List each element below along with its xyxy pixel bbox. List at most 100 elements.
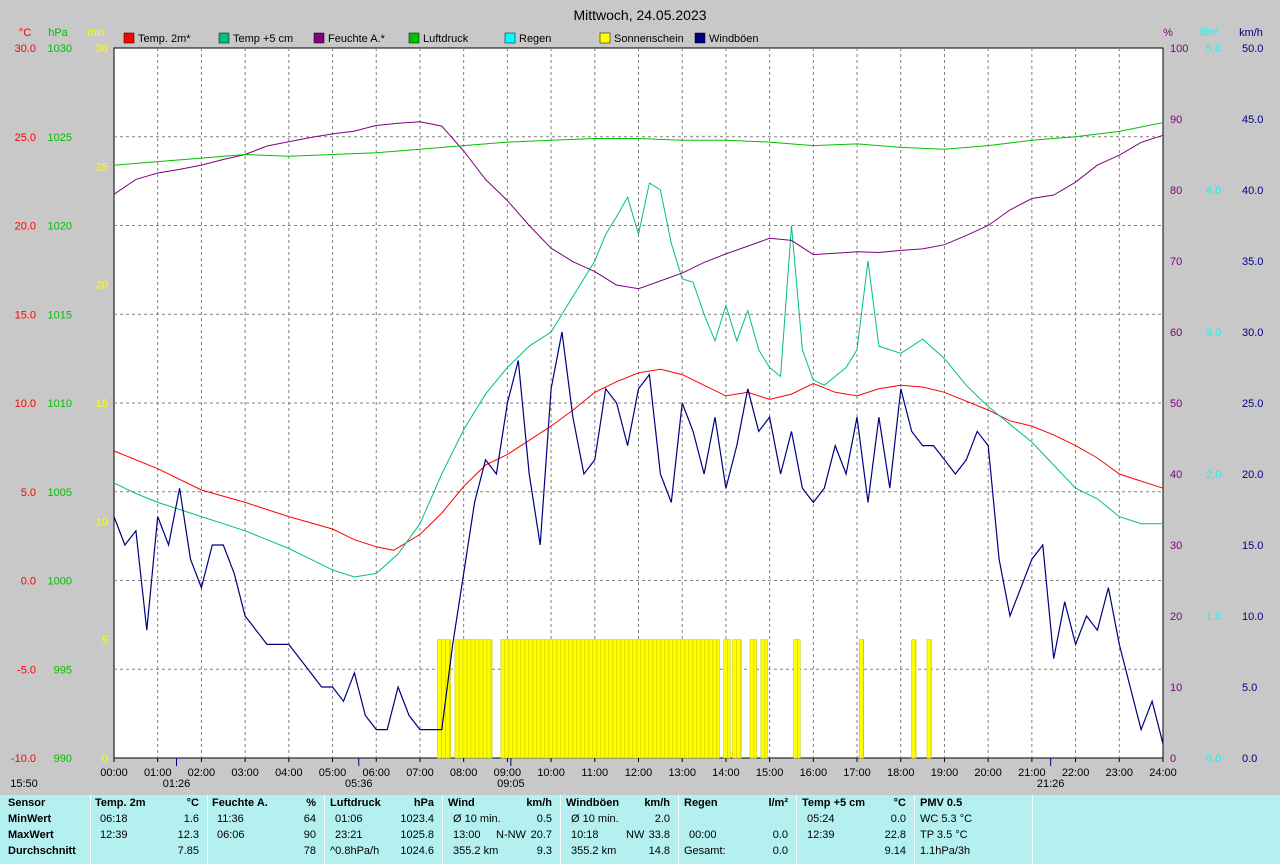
sunshine-axis-tick: 0 (102, 753, 108, 765)
cell-label: Ø 10 min. (571, 813, 619, 825)
cell-value: 33.8 (648, 829, 670, 841)
cell-value: 12.3 (177, 829, 199, 841)
x-tick-label: 00:00 (100, 767, 128, 779)
x-tick-label: 21:00 (1018, 767, 1046, 779)
cell-time: 06:06 (217, 829, 245, 841)
series-line-luftdruck (113, 122, 1164, 166)
wind-axis-tick: 35.0 (1242, 256, 1263, 268)
legend-swatch (218, 32, 230, 44)
rain-axis-tick: 3.0 (1206, 327, 1221, 339)
x-tick-label: 19:00 (931, 767, 959, 779)
humidity-axis-tick: 0 (1170, 753, 1176, 765)
x-tick-label: 01:00 (144, 767, 172, 779)
col-unit: hPa (413, 797, 434, 809)
col-separator (442, 795, 443, 864)
temp-axis-tick: 15.0 (15, 309, 36, 321)
x-tick-label: 17:00 (843, 767, 871, 779)
sunshine-axis-tick: 30 (96, 43, 108, 55)
wind-axis-tick: 45.0 (1242, 114, 1263, 126)
col-title: PMV 0.5 (920, 797, 963, 809)
series-line-temp-5-cm (113, 182, 1163, 578)
x-tick-label: 03:00 (231, 767, 259, 779)
cell-tp: TP 3.5 °C (920, 829, 968, 841)
cell-direction: N-NW (496, 829, 526, 841)
sunshine-axis-tick: 20 (96, 280, 108, 292)
temp-axis-tick: 20.0 (15, 221, 36, 233)
x-tick-label: 15:00 (756, 767, 784, 779)
legend-label: Temp. 2m* (138, 33, 191, 45)
rain-axis-tick: 5.0 (1206, 43, 1221, 55)
cell-wc: WC 5.3 °C (920, 813, 973, 825)
cell-value: 9.3 (536, 845, 552, 857)
col-windboeen: Windböen km/h Ø 10 min. 2.0 10:18 NW 33.… (566, 797, 676, 863)
cell-value: 1024.6 (400, 845, 434, 857)
cell-direction: NW (626, 829, 645, 841)
marker-label: 01:26 (163, 778, 191, 790)
col-separator (90, 795, 91, 864)
legend-label: Sonnenschein (614, 33, 684, 45)
pressure-axis-tick: 1025 (48, 132, 72, 144)
temp-axis-tick: -5.0 (17, 664, 36, 676)
humidity-axis-tick: 20 (1170, 611, 1182, 623)
wind-axis-tick: 10.0 (1242, 611, 1263, 623)
x-tick-label: 23:00 (1106, 767, 1134, 779)
col-unit: km/h (644, 797, 670, 809)
humidity-axis-tick: 50 (1170, 398, 1182, 410)
col-title: Temp. 2m (95, 797, 146, 809)
col-unit: °C (186, 797, 199, 809)
weather-chart: 30.025.020.015.010.05.00.0-5.0-10.010301… (10, 7, 1264, 790)
wind-axis-tick: 0.0 (1242, 753, 1257, 765)
cell-value: 14.8 (648, 845, 670, 857)
col-separator (796, 795, 797, 864)
x-tick-label: 11:00 (581, 767, 608, 779)
wind-axis-tick: 40.0 (1242, 185, 1263, 197)
pressure-axis-tick: 1010 (48, 398, 72, 410)
sunshine-axis-tick: 15 (96, 398, 108, 410)
x-tick-label: 07:00 (406, 767, 434, 779)
row-label-max: MaxWert (8, 829, 54, 841)
col-title: Wind (448, 797, 475, 809)
x-tick-label: 22:00 (1062, 767, 1090, 779)
legend-swatch (123, 32, 135, 44)
legend-label: Feuchte A.* (328, 33, 386, 45)
col-separator (1032, 795, 1033, 864)
pressure-axis-tick: 990 (54, 753, 72, 765)
cell-value: 9.14 (884, 845, 906, 857)
col-temp5cm: Temp +5 cm °C 05:24 0.0 12:39 22.8 9.14 (802, 797, 912, 863)
cell-distance: 355.2 km (571, 845, 617, 857)
series-line-feuchte-a- (113, 121, 1164, 290)
cell-time: 12:39 (100, 829, 128, 841)
x-tick-label: 13:00 (668, 767, 696, 779)
grid-lines (114, 48, 1163, 758)
col-title: Windböen (566, 797, 620, 809)
cell-label: Ø 10 min. (453, 813, 501, 825)
col-sensor: Sensor MinWert MaxWert Durchschnitt (8, 797, 88, 863)
temp-axis-tick: 0.0 (21, 576, 36, 588)
x-tick-label: 09:00 (494, 767, 522, 779)
temp-axis-tick: 5.0 (21, 487, 36, 499)
x-tick-label: 18:00 (887, 767, 915, 779)
col-unit: l/m² (768, 797, 788, 809)
humidity-axis-tick: 30 (1170, 540, 1182, 552)
cell-value: 90 (303, 829, 316, 841)
col-title: Sensor (8, 797, 46, 809)
x-tick-label: 02:00 (188, 767, 216, 779)
sunshine-axis-tick: 25 (96, 161, 108, 173)
sunshine-bar (926, 639, 932, 759)
marker-label: 15:50 (10, 778, 38, 790)
legend-swatch (694, 32, 706, 44)
col-pmv: PMV 0.5 WC 5.3 °C TP 3.5 °C 1.1hPa/3h (920, 797, 1030, 863)
wind-axis-tick: 15.0 (1242, 540, 1263, 552)
sunshine-axis-tick: 10 (96, 516, 108, 528)
humidity-unit: % (1163, 27, 1173, 39)
legend-label: Windböen (709, 33, 759, 45)
col-separator (560, 795, 561, 864)
cell-time: 06:18 (100, 813, 128, 825)
legend-label: Temp +5 cm (233, 33, 293, 45)
cell-trend: ^0.8hPa/h (330, 845, 380, 857)
x-tick-label: 08:00 (450, 767, 478, 779)
rain-unit: l/m² (1200, 27, 1219, 39)
legend-swatch (504, 32, 516, 44)
col-title: Temp +5 cm (802, 797, 866, 809)
cell-time: 11:36 (217, 813, 244, 825)
